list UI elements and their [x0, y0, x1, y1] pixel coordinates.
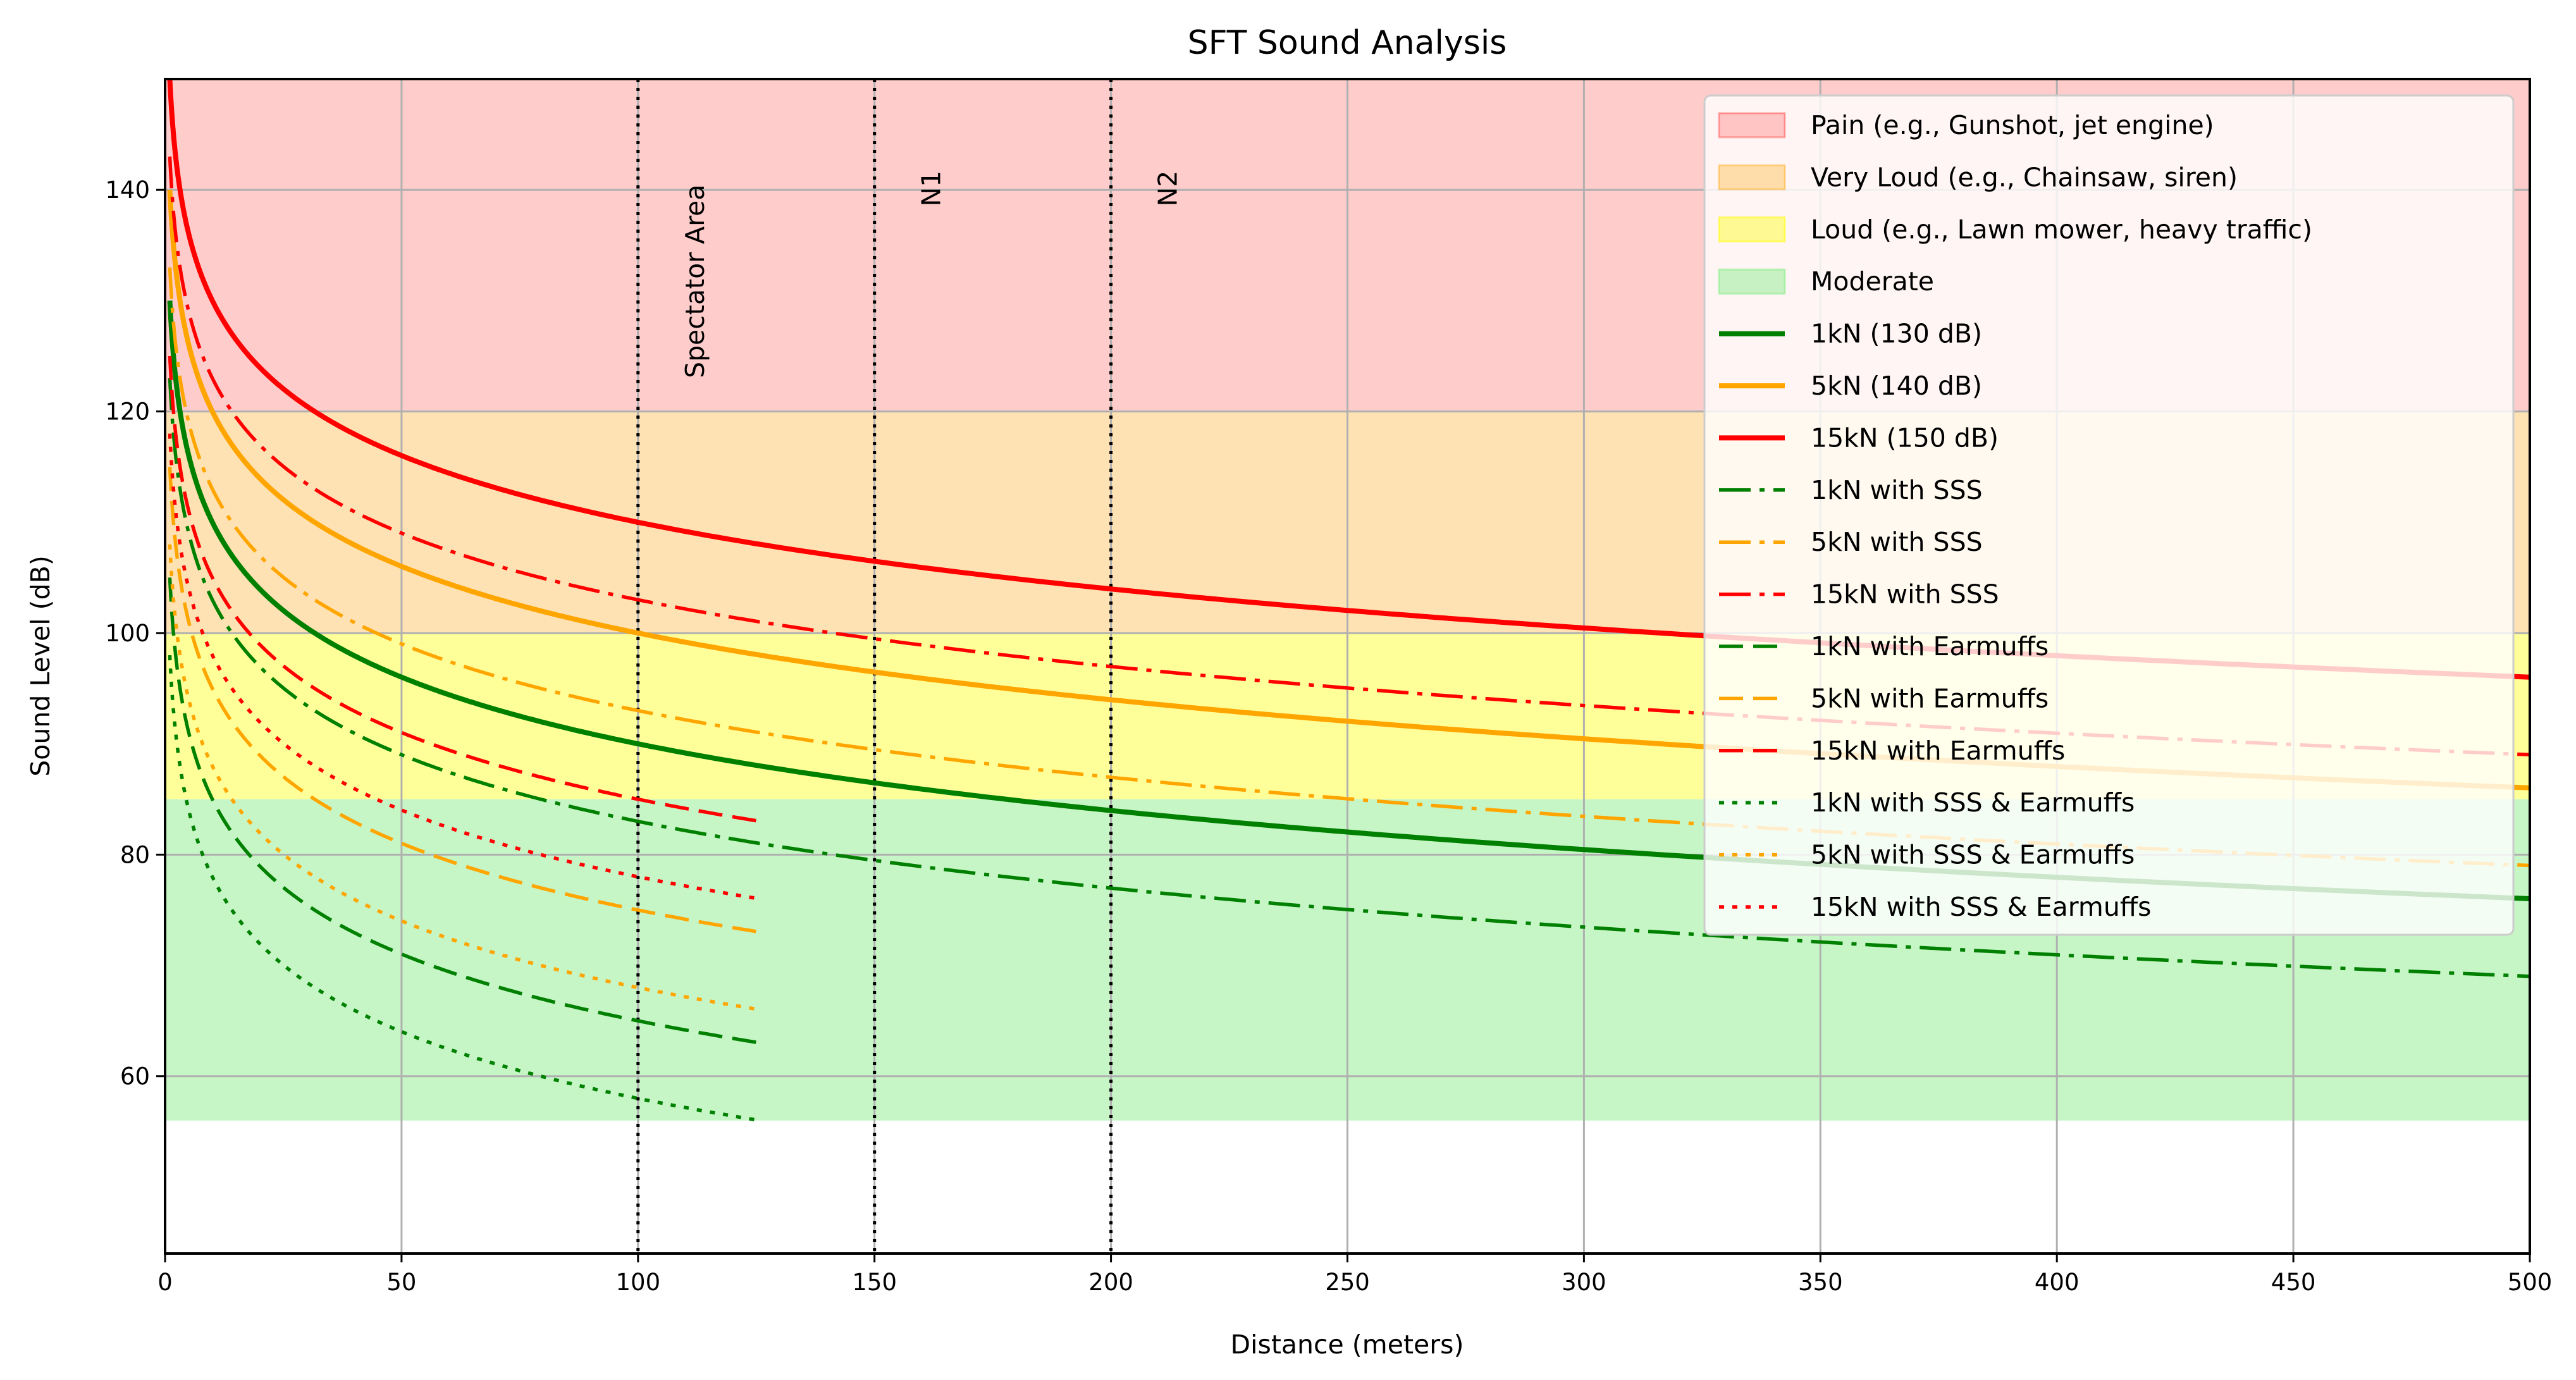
series-line-5kn-with-earmuffs — [168, 467, 757, 933]
legend-label: Moderate — [1811, 266, 1934, 297]
x-tick-label: 0 — [157, 1269, 173, 1296]
y-axis-label: Sound Level (dB) — [25, 555, 56, 777]
series-line-5kn-140-db- — [167, 189, 2530, 791]
series-layer — [167, 79, 2530, 1122]
legend-label: 15kN with Earmuffs — [1811, 736, 2065, 766]
x-tick-label: 150 — [852, 1269, 897, 1296]
x-tick-label: 500 — [2508, 1269, 2553, 1296]
x-tick-label: 400 — [2035, 1269, 2080, 1296]
legend-label: 5kN with SSS & Earmuffs — [1811, 840, 2135, 870]
chart-title: SFT Sound Analysis — [1188, 24, 1507, 62]
legend-label: 1kN with Earmuffs — [1811, 631, 2049, 662]
legend-label: Loud (e.g., Lawn mower, heavy traffic) — [1811, 214, 2312, 245]
vertical-marker-label: N2 — [1153, 171, 1183, 207]
legend-swatch — [1718, 164, 1786, 190]
legend-label: 1kN (130 dB) — [1811, 319, 1982, 349]
legend-label: 15kN (150 dB) — [1811, 422, 1999, 453]
legend-frame — [1703, 94, 2515, 936]
legend-label: 15kN with SSS — [1811, 579, 1999, 610]
legend: Pain (e.g., Gunshot, jet engine) Very Lou… — [1703, 94, 2515, 936]
series-line-5kn-with-sss-earmuffs — [168, 544, 757, 1011]
x-tick-label: 100 — [615, 1269, 660, 1296]
y-tick-label: 80 — [120, 841, 150, 868]
legend-label: 1kN with SSS & Earmuffs — [1811, 787, 2135, 818]
legend-label: 5kN with Earmuffs — [1811, 683, 2049, 713]
y-tick-label: 140 — [105, 176, 150, 204]
x-axis-label: Distance (meters) — [1231, 1329, 1464, 1360]
y-tick-label: 100 — [105, 620, 150, 647]
y-tick-label: 60 — [120, 1063, 150, 1090]
legend-swatch — [1718, 112, 1786, 139]
vertical-marker-label: N1 — [916, 171, 947, 207]
x-tick-label: 200 — [1088, 1269, 1133, 1296]
legend-swatch — [1718, 268, 1786, 295]
series-line-15kn-with-earmuffs — [168, 356, 757, 823]
series-line-1kn-with-earmuffs — [168, 577, 757, 1044]
series-line-5kn-with-sss — [168, 267, 2530, 868]
series-line-1kn-with-sss — [168, 378, 2530, 978]
legend-label: 15kN with SSS & Earmuffs — [1811, 892, 2151, 922]
series-line-1kn-130-db- — [167, 300, 2530, 901]
ticks-layer: 0 50 100 150 200 250 300 350 400 450 500 60 80 100 120… — [105, 176, 2552, 1296]
x-tick-label: 300 — [1562, 1269, 1606, 1296]
x-tick-label: 50 — [386, 1269, 416, 1296]
legend-label: Very Loud (e.g., Chainsaw, siren) — [1811, 162, 2238, 192]
x-tick-label: 350 — [1798, 1269, 1843, 1296]
vertical-markers-layer: Spectator Area N1 N2 — [636, 79, 1183, 1254]
legend-label: 1kN with SSS — [1811, 475, 1983, 505]
y-tick-label: 120 — [105, 398, 150, 426]
legend-label: Pain (e.g., Gunshot, jet engine) — [1811, 110, 2214, 140]
series-line-1kn-with-sss-earmuffs — [168, 655, 757, 1122]
legend-swatch — [1718, 216, 1786, 243]
series-line-15kn-with-sss — [168, 156, 2530, 757]
x-tick-label: 250 — [1325, 1269, 1370, 1296]
x-tick-label: 450 — [2271, 1269, 2316, 1296]
legend-label: 5kN (140 dB) — [1811, 371, 1982, 401]
series-line-15kn-150-db- — [167, 79, 2530, 680]
legend-label: 5kN with SSS — [1811, 527, 1983, 557]
vertical-marker-label: Spectator Area — [680, 185, 710, 378]
series-line-15kn-with-sss-earmuffs — [168, 433, 757, 901]
